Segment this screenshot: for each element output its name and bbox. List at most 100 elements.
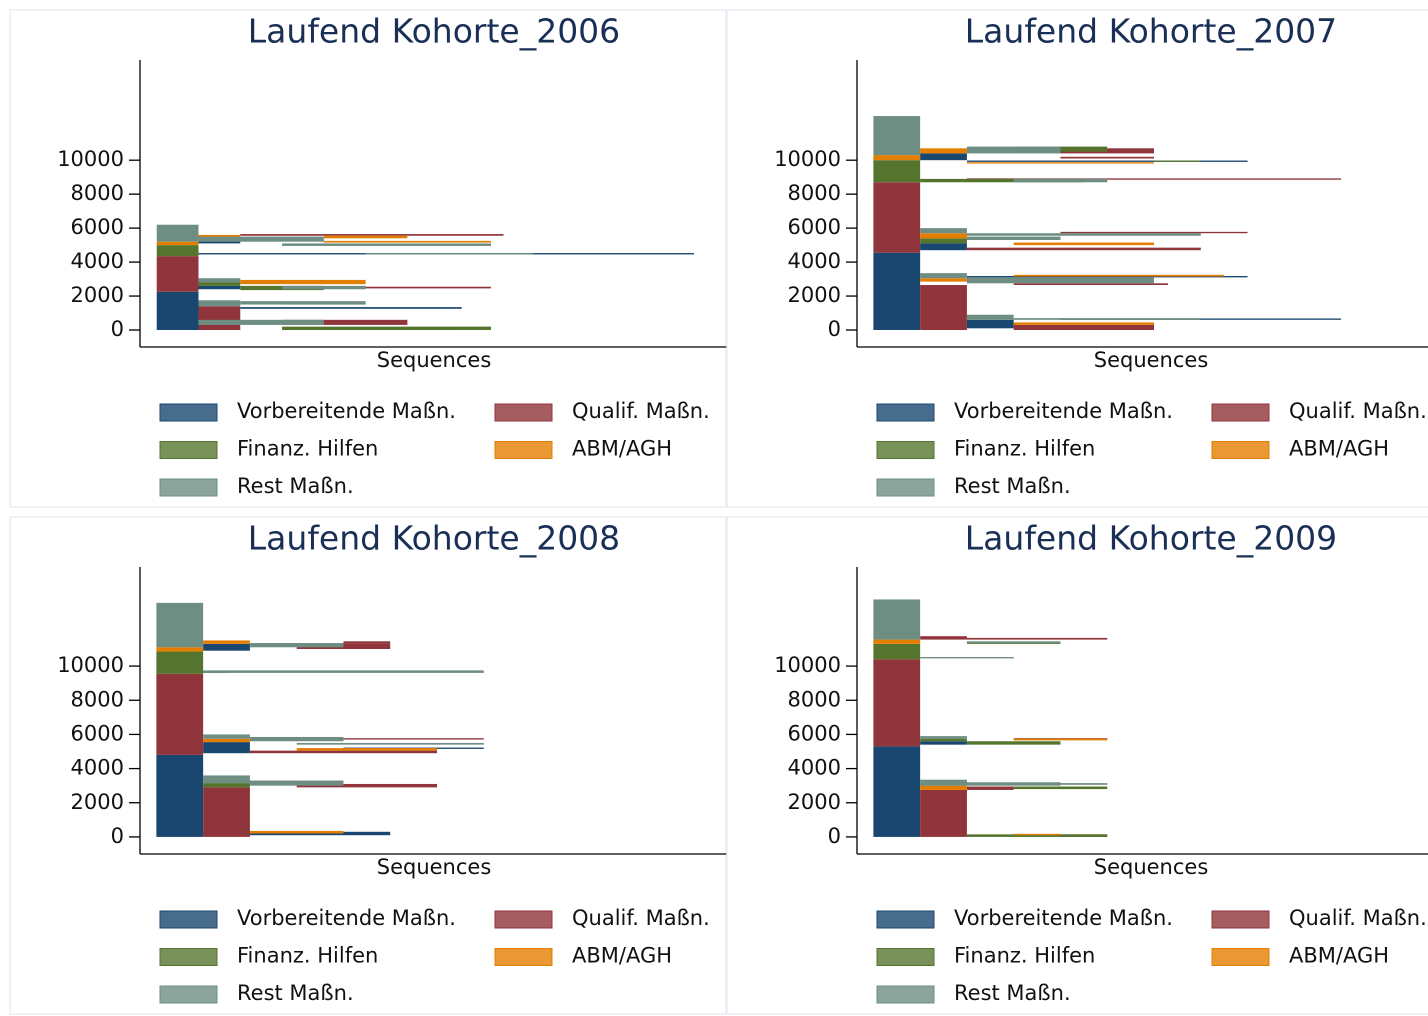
sequence-segment [156, 291, 199, 331]
chart-title: Laufend Kohorte_2007 [965, 12, 1337, 51]
legend-swatch [159, 441, 218, 459]
legend-swatch [876, 441, 935, 459]
legend-label: Qualif. Maßn. [1289, 906, 1427, 930]
sequence-segment [365, 253, 533, 255]
y-tick-label: 4000 [71, 249, 124, 273]
sequence-segment [198, 234, 241, 237]
sequence-segment [249, 750, 438, 754]
sequence-segment [249, 738, 484, 740]
panel-frame [9, 9, 727, 508]
legend-swatch [876, 948, 935, 966]
y-tick-label: 10000 [57, 653, 124, 677]
sequence-segment [873, 252, 921, 331]
sequence-segment [343, 641, 391, 644]
sequence-segment [240, 301, 366, 305]
legend-label: ABM/AGH [1289, 944, 1389, 968]
y-tick-label: 10000 [774, 147, 841, 171]
sequence-segment [966, 741, 1061, 745]
sequence-segment [966, 834, 1108, 837]
sequence-segment [920, 789, 967, 837]
legend-label: Vorbereitende Maßn. [237, 906, 456, 930]
y-tick-label: 10000 [57, 147, 124, 171]
sequence-segment [920, 741, 967, 745]
sequence-segment [920, 738, 967, 742]
sequence-segment [1013, 324, 1155, 331]
legend-label: Vorbereitende Maßn. [954, 906, 1173, 930]
sequence-segment [966, 160, 1248, 162]
sequence-segment [1013, 322, 1155, 325]
sequence-segment [198, 282, 241, 286]
y-tick-label: 2000 [788, 283, 841, 307]
legend-label: ABM/AGH [1289, 437, 1389, 461]
legend-swatch [494, 948, 553, 966]
sequence-segment [240, 285, 324, 291]
sequence-segment [249, 780, 344, 786]
legend-swatch [1211, 948, 1270, 966]
y-tick-label: 0 [828, 317, 841, 341]
sequence-segment [920, 273, 967, 279]
sequence-segment [296, 748, 438, 751]
sequence-segment [920, 238, 967, 244]
sequence-segment [920, 228, 967, 234]
sequence-segment [1013, 833, 1061, 836]
sequence-segment [873, 599, 921, 640]
sequence-segment [203, 643, 250, 651]
sequence-segment [240, 279, 366, 285]
sequence-segment [203, 670, 484, 673]
legend-swatch [1211, 910, 1270, 929]
sequence-segment [966, 641, 1061, 644]
sequence-segment [156, 245, 199, 257]
sequence-segment [198, 285, 241, 290]
legend-swatch [159, 948, 218, 966]
sequence-segment [203, 787, 250, 837]
legend-swatch [494, 441, 553, 459]
sequence-segment [873, 155, 921, 161]
y-tick-label: 0 [828, 824, 841, 848]
sequence-segment [1060, 783, 1108, 785]
sequence-segment [296, 783, 438, 788]
sequence-segment [282, 285, 366, 290]
sequence-segment [920, 148, 967, 154]
y-tick-label: 2000 [71, 283, 124, 307]
sequence-segment [966, 178, 1342, 180]
y-tick-label: 6000 [788, 215, 841, 239]
legend-label: Finanz. Hilfen [954, 437, 1095, 461]
sequence-segment [282, 326, 491, 331]
panel: Laufend Kohorte_2007 0 2000 4000 6000 8000 100… [726, 9, 1428, 508]
chart-title: Laufend Kohorte_2006 [248, 12, 620, 51]
sequence-segment [240, 234, 504, 236]
y-tick-label: 4000 [71, 756, 124, 780]
sequence-segment [966, 233, 1201, 236]
panel: Laufend Kohorte_2006 0 2000 4000 6000 8000 100… [9, 9, 727, 508]
sequence-segment [873, 746, 921, 837]
sequence-segment [966, 314, 1014, 320]
sequence-segment [198, 236, 324, 242]
sequence-segment [920, 285, 967, 331]
y-tick-label: 0 [111, 824, 124, 848]
legend-label: Rest Maßn. [954, 981, 1071, 1005]
y-tick-label: 4000 [788, 249, 841, 273]
legend-label: ABM/AGH [572, 944, 672, 968]
panel-frame [9, 516, 727, 1015]
sequence-segment [966, 236, 1061, 241]
sequence-segment [1154, 160, 1201, 162]
sequence-segment [282, 243, 491, 246]
sequence-segment [966, 637, 1108, 640]
sequence-segment [156, 602, 204, 648]
sequence-segment [156, 256, 199, 292]
legend-swatch [159, 403, 218, 422]
sequence-segment [1013, 283, 1169, 286]
sequence-segment [156, 754, 204, 837]
legend-label: Finanz. Hilfen [237, 944, 378, 968]
y-tick-label: 2000 [788, 790, 841, 814]
x-axis-label: Sequences [377, 348, 492, 372]
legend-swatch [494, 910, 553, 929]
sequence-segment [920, 243, 967, 251]
sequence-segment [920, 657, 1014, 659]
sequence-segment [920, 278, 967, 282]
x-axis-label: Sequences [377, 855, 492, 879]
sequence-segment [249, 736, 344, 742]
y-tick-label: 8000 [71, 181, 124, 205]
sequence-segment [198, 300, 241, 307]
